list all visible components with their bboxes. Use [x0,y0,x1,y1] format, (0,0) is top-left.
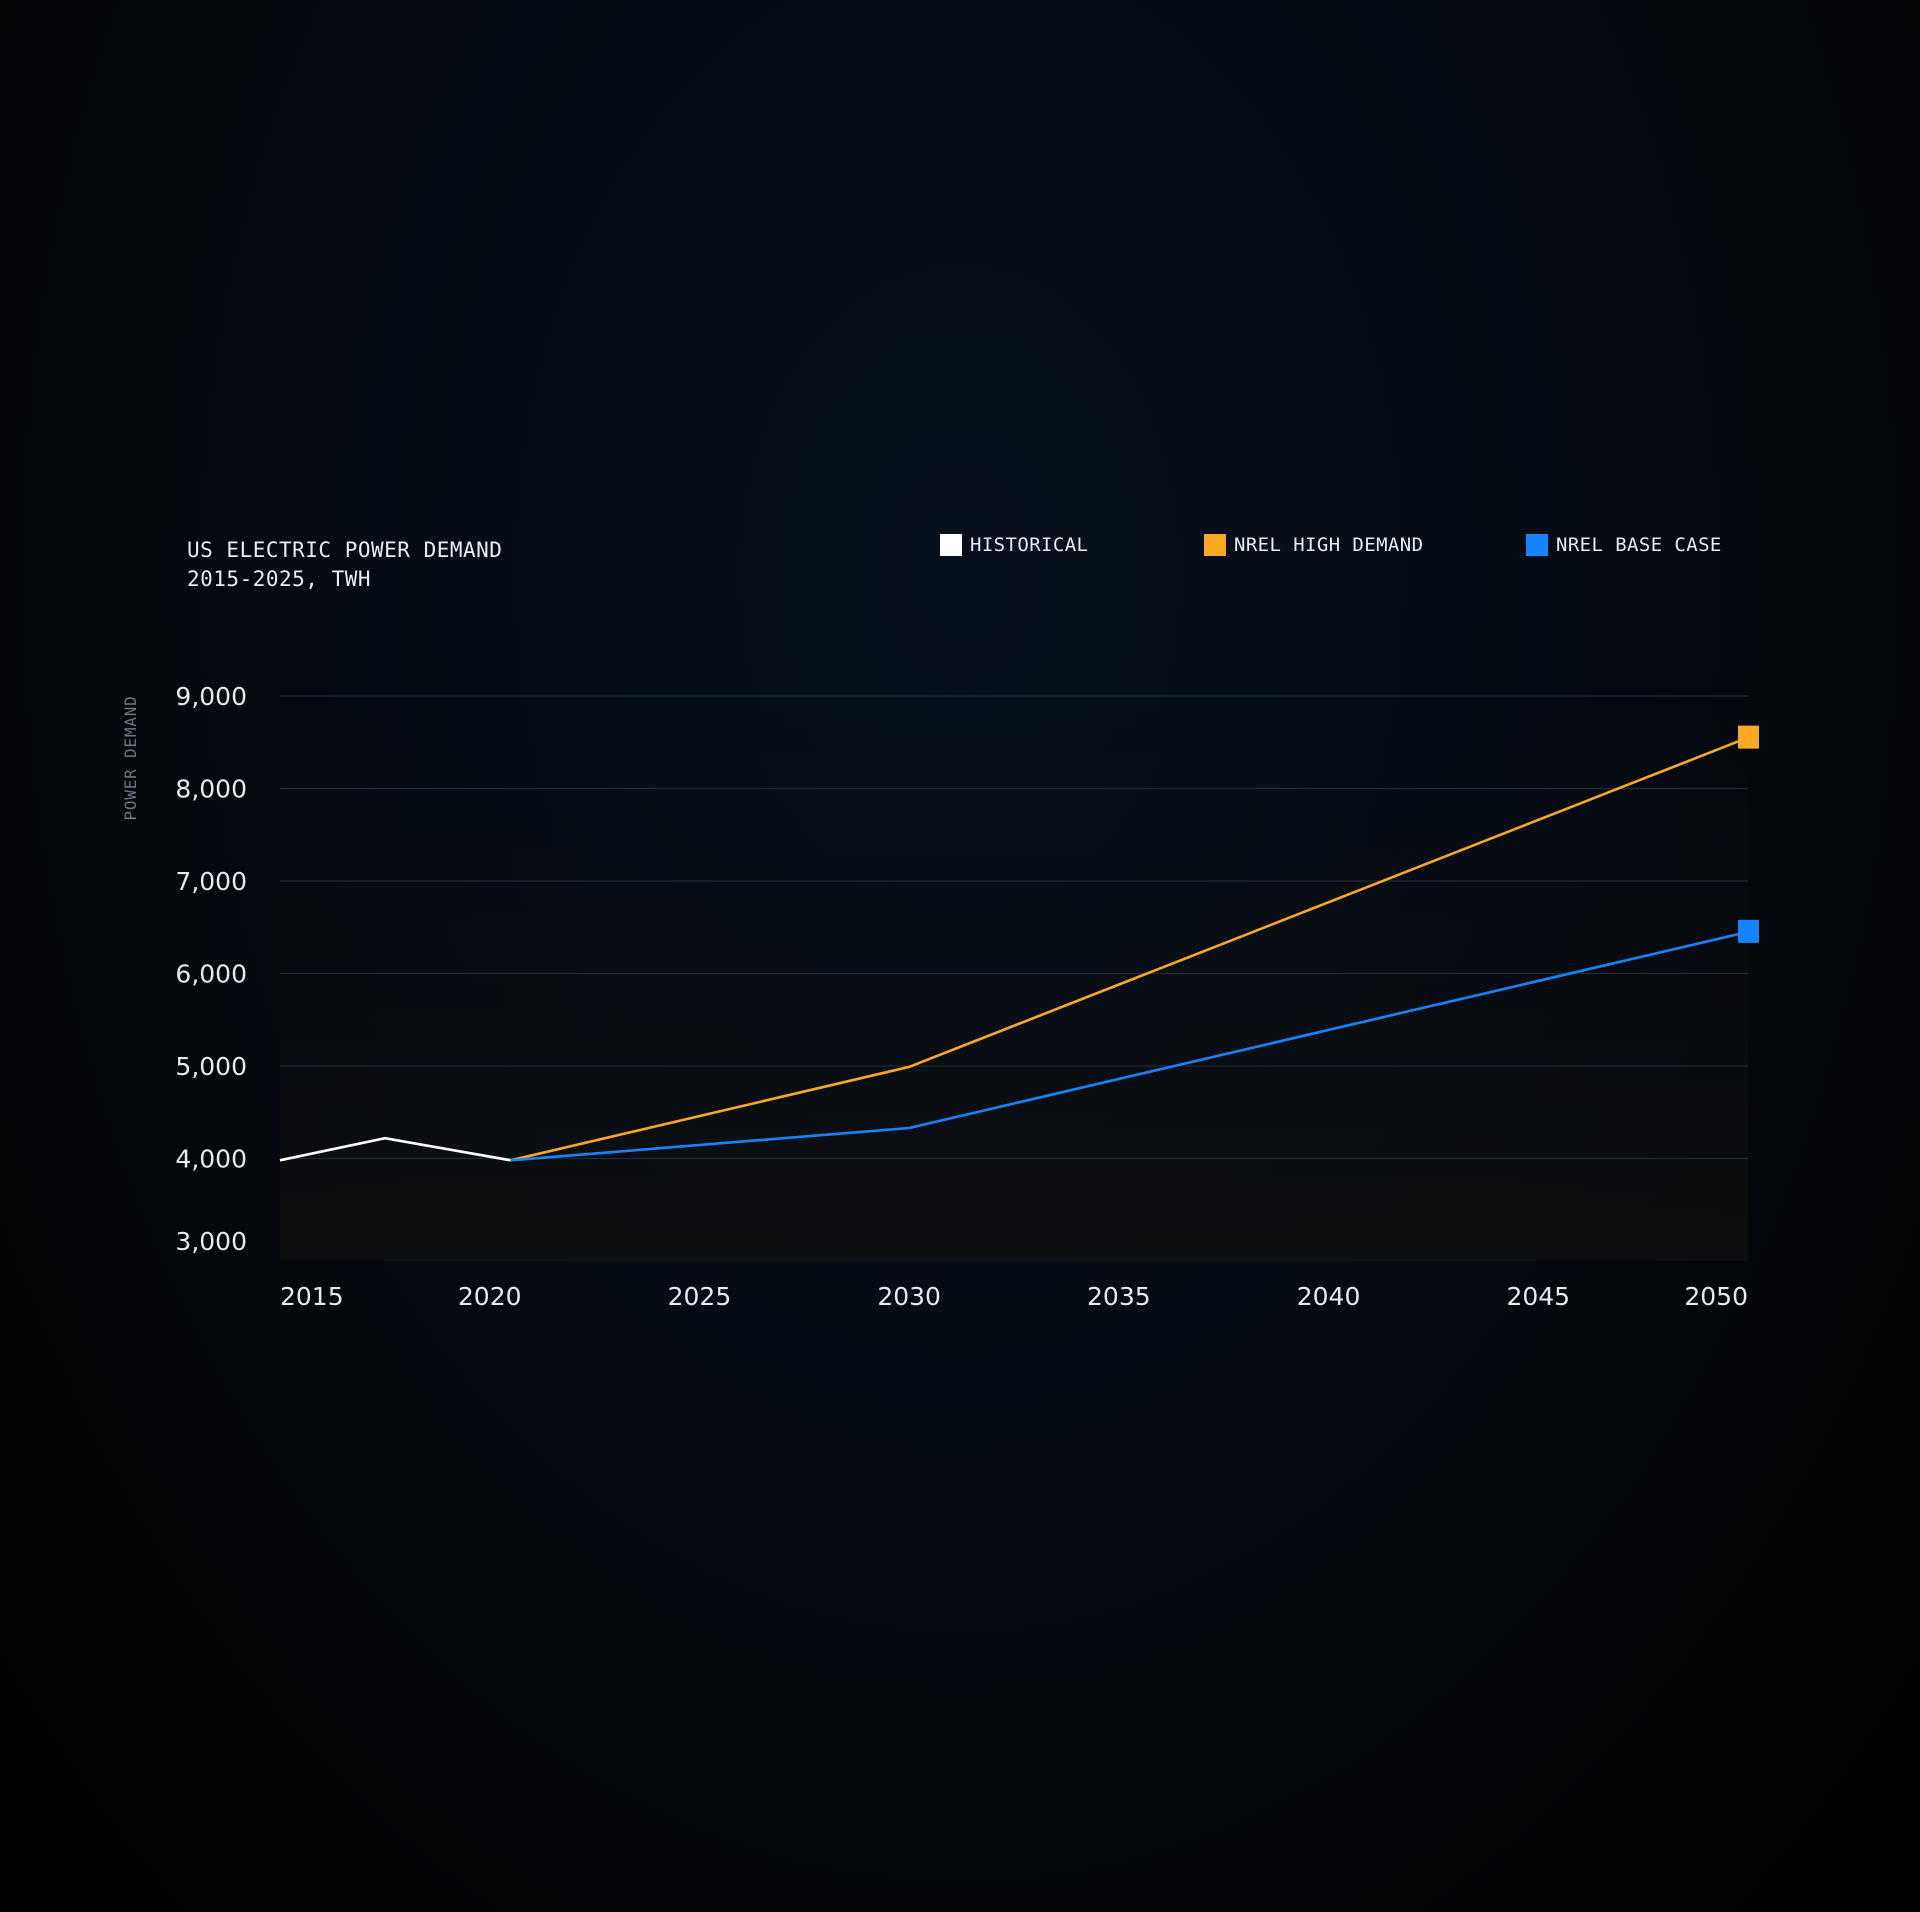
legend-item-high-demand: NREL HIGH DEMAND [1204,534,1423,556]
x-tick-label-2045: 2045 [1506,1282,1570,1311]
x-tick-label-2025: 2025 [668,1282,732,1311]
x-tick-label-2020: 2020 [458,1282,522,1311]
x-tick-label-2035: 2035 [1087,1282,1151,1311]
legend-item-base-case: NREL BASE CASE [1526,534,1722,556]
y-tick-label-3000: 3,000 [175,1227,247,1256]
legend-item-historical: HISTORICAL [940,534,1088,556]
legend-swatch-base-case [1526,534,1548,556]
y-tick-label-7000: 7,000 [175,867,247,896]
chart-title: US ELECTRIC POWER DEMAND [187,538,503,562]
series-line-1 [510,736,1749,1162]
legend-swatch-high-demand [1204,534,1226,556]
x-tick-label-2015: 2015 [280,1282,344,1311]
legend-label-historical: HISTORICAL [970,534,1089,556]
legend-label-base-case: NREL BASE CASE [1556,534,1722,556]
y-tick-label-4000: 4,000 [175,1145,247,1174]
y-tick-label-5000: 5,000 [175,1052,247,1081]
legend-label-high-demand: NREL HIGH DEMAND [1234,534,1424,556]
x-tick-label-2050: 2050 [1684,1282,1748,1311]
series-end-marker-2 [1738,919,1759,943]
x-tick-label-2040: 2040 [1297,1282,1361,1311]
y-tick-label-6000: 6,000 [175,960,247,989]
chart-subtitle: 2015-2025, TWH [187,567,372,591]
y-tick-label-9000: 9,000 [175,682,247,711]
legend-swatch-historical [940,534,962,556]
x-tick-label-2030: 2030 [877,1282,941,1311]
series-line-0 [279,1136,511,1162]
chart-title-block: US ELECTRIC POWER DEMAND 2015-2025, TWH [187,536,502,594]
y-axis-label: POWER DEMAND [121,695,140,820]
plot-background [280,696,1748,1261]
series-line-2 [510,930,1749,1162]
series-end-marker-1 [1738,725,1759,749]
y-tick-label-8000: 8,000 [175,775,247,804]
